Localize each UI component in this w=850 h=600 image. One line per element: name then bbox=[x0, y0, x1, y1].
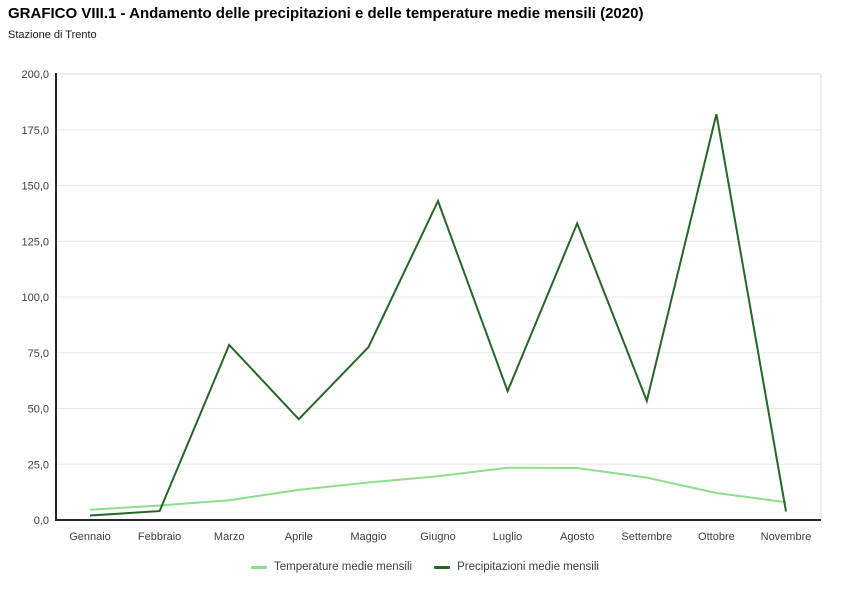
legend-label-temperature: Temperature medie mensili bbox=[274, 561, 413, 573]
y-tick-label: 200,0 bbox=[21, 69, 49, 81]
x-tick-label: Marzo bbox=[214, 531, 245, 543]
legend: Temperature medie mensili Precipitazioni… bbox=[0, 561, 850, 573]
x-tick-label: Maggio bbox=[350, 531, 386, 543]
legend-item-precipitation: Precipitazioni medie mensili bbox=[434, 561, 599, 573]
chart-subtitle: Stazione di Trento bbox=[8, 29, 97, 41]
y-tick-label: 25,0 bbox=[28, 459, 49, 471]
x-tick-label: Febbraio bbox=[138, 531, 181, 543]
x-tick-label: Novembre bbox=[761, 531, 812, 543]
legend-label-precipitation: Precipitazioni medie mensili bbox=[457, 561, 599, 573]
legend-swatch-temperature-icon bbox=[251, 565, 268, 569]
legend-swatch-precipitation-icon bbox=[434, 565, 451, 569]
series-line-precipitation bbox=[89, 113, 787, 517]
legend-item-temperature: Temperature medie mensili bbox=[251, 561, 412, 573]
y-tick-label: 50,0 bbox=[28, 404, 49, 416]
y-tick-label: 125,0 bbox=[21, 236, 49, 248]
y-tick-label: 0,0 bbox=[34, 515, 49, 527]
y-tick-label: 75,0 bbox=[28, 348, 49, 360]
x-tick-label: Ottobre bbox=[698, 531, 735, 543]
x-tick-label: Settembre bbox=[621, 531, 672, 543]
y-tick-label: 100,0 bbox=[21, 292, 49, 304]
series-line-temperature bbox=[89, 466, 787, 511]
x-tick-label: Agosto bbox=[560, 531, 594, 543]
x-tick-label: Aprile bbox=[285, 531, 313, 543]
x-tick-label: Gennaio bbox=[69, 531, 111, 543]
y-tick-label: 175,0 bbox=[21, 125, 49, 137]
chart-title: GRAFICO VIII.1 - Andamento delle precipi… bbox=[8, 5, 644, 22]
x-tick-label: Giugno bbox=[420, 531, 455, 543]
y-tick-label: 150,0 bbox=[21, 181, 49, 193]
x-tick-label: Luglio bbox=[493, 531, 522, 543]
